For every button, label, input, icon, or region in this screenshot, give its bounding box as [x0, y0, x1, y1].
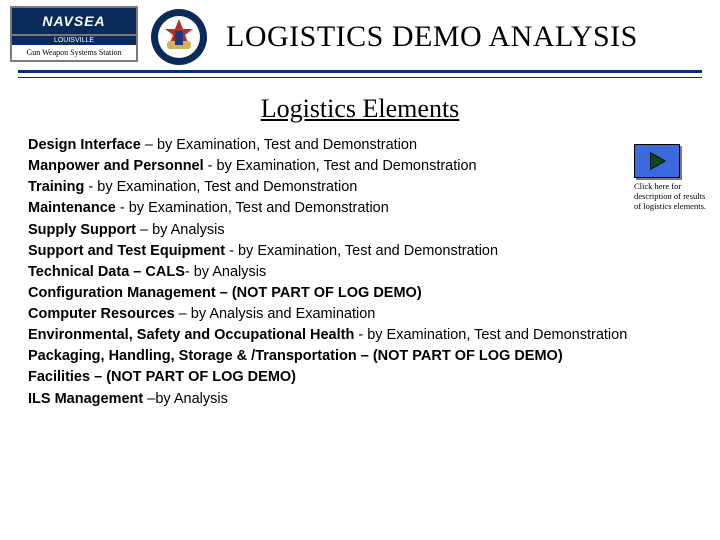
- item-description: (NOT PART OF LOG DEMO): [232, 285, 422, 301]
- list-item: Support and Test Equipment - by Examinat…: [28, 242, 640, 261]
- item-description: (NOT PART OF LOG DEMO): [373, 348, 563, 364]
- item-label: ILS Management: [28, 391, 143, 407]
- play-button[interactable]: [634, 144, 680, 178]
- item-description: (NOT PART OF LOG DEMO): [106, 369, 296, 385]
- item-label: Supply Support: [28, 222, 136, 238]
- subtitle-wrap: Logistics Elements: [0, 94, 720, 124]
- navsea-logo-top: NAVSEA: [10, 6, 138, 36]
- item-separator: –: [216, 285, 232, 301]
- side-caption: Click here for description of results of…: [634, 182, 708, 211]
- item-description: by Examination, Test and Demonstration: [97, 179, 357, 195]
- elements-list: Design Interface – by Examination, Test …: [28, 136, 640, 409]
- item-label: Computer Resources: [28, 306, 175, 322]
- navsea-station: Gun Weapon Systems Station: [10, 45, 138, 62]
- uscg-seal-icon: [148, 6, 210, 68]
- item-separator: –: [143, 391, 155, 407]
- item-separator: -: [225, 243, 238, 259]
- item-separator: -: [204, 158, 217, 174]
- item-description: by Examination, Test and Demonstration: [367, 327, 627, 343]
- item-label: Facilities: [28, 369, 90, 385]
- item-separator: –: [90, 369, 106, 385]
- item-description: by Examination, Test and Demonstration: [238, 243, 498, 259]
- list-item: Maintenance - by Examination, Test and D…: [28, 199, 640, 218]
- subtitle: Logistics Elements: [255, 94, 466, 123]
- item-separator: -: [354, 327, 367, 343]
- list-item: Computer Resources – by Analysis and Exa…: [28, 305, 640, 324]
- item-separator: -: [116, 200, 129, 216]
- list-item: Packaging, Handling, Storage & /Transpor…: [28, 347, 640, 366]
- list-item: Training - by Examination, Test and Demo…: [28, 178, 640, 197]
- item-separator: -: [185, 264, 194, 280]
- play-icon: [646, 150, 668, 172]
- navsea-wordmark: NAVSEA: [42, 13, 105, 29]
- navsea-city: LOUISVILLE: [10, 36, 138, 45]
- navsea-logo: NAVSEA LOUISVILLE Gun Weapon Systems Sta…: [10, 6, 138, 68]
- list-item: Supply Support – by Analysis: [28, 221, 640, 240]
- item-separator: –: [175, 306, 191, 322]
- item-description: by Analysis: [155, 391, 228, 407]
- item-description: by Examination, Test and Demonstration: [157, 137, 417, 153]
- list-item: Configuration Management – (NOT PART OF …: [28, 284, 640, 303]
- item-separator: –: [136, 222, 152, 238]
- item-description: by Examination, Test and Demonstration: [129, 200, 389, 216]
- content-area: Click here for description of results of…: [28, 136, 698, 409]
- list-item: Manpower and Personnel - by Examination,…: [28, 157, 640, 176]
- item-label: Manpower and Personnel: [28, 158, 204, 174]
- list-item: Facilities – (NOT PART OF LOG DEMO): [28, 368, 640, 387]
- item-description: by Analysis: [152, 222, 225, 238]
- list-item: Design Interface – by Examination, Test …: [28, 136, 640, 155]
- item-separator: –: [357, 348, 373, 364]
- item-label: Packaging, Handling, Storage & /Transpor…: [28, 348, 357, 364]
- item-description: by Analysis: [194, 264, 267, 280]
- header-row: NAVSEA LOUISVILLE Gun Weapon Systems Sta…: [0, 0, 720, 68]
- item-label: Design Interface: [28, 137, 141, 153]
- item-label: Training: [28, 179, 84, 195]
- item-label: Support and Test Equipment: [28, 243, 225, 259]
- item-label: Environmental, Safety and Occupational H…: [28, 327, 354, 343]
- item-separator: –: [141, 137, 157, 153]
- item-description: by Analysis and Examination: [191, 306, 376, 322]
- side-button-group: Click here for description of results of…: [634, 144, 688, 211]
- list-item: ILS Management –by Analysis: [28, 390, 640, 409]
- item-separator: -: [84, 179, 97, 195]
- item-label: Technical Data – CALS: [28, 264, 185, 280]
- title-rule: [18, 70, 702, 76]
- item-label: Configuration Management: [28, 285, 216, 301]
- page-title: LOGISTICS DEMO ANALYSIS: [226, 20, 638, 54]
- list-item: Environmental, Safety and Occupational H…: [28, 326, 640, 345]
- item-label: Maintenance: [28, 200, 116, 216]
- list-item: Technical Data – CALS- by Analysis: [28, 263, 640, 282]
- item-description: by Examination, Test and Demonstration: [217, 158, 477, 174]
